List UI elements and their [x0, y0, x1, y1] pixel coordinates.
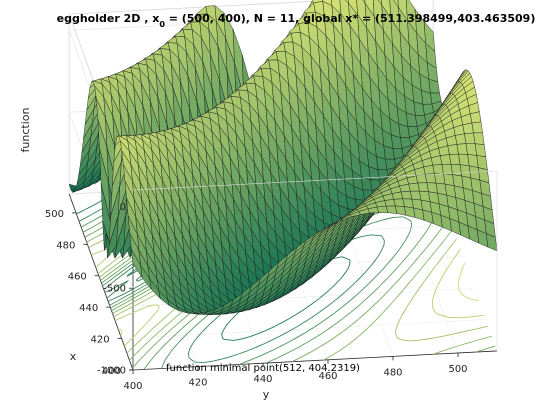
x-tick-label: 480 [56, 240, 75, 251]
y-tick-label: 500 [448, 364, 467, 375]
z-tick-label: -500 [103, 284, 126, 295]
y-tick-label: 420 [188, 378, 207, 389]
y-axis-label: y [263, 388, 270, 401]
surface-patch [470, 111, 482, 124]
surface-patch [462, 122, 474, 135]
surface-patch [455, 133, 467, 145]
x-tick-label: 440 [79, 303, 98, 314]
x-tick-label: 460 [68, 272, 87, 283]
surface-patch [430, 155, 443, 166]
z-tick-label: -1000 [97, 366, 126, 377]
x-tick-label: 500 [45, 209, 64, 220]
y-tick-label: 460 [318, 371, 337, 382]
box-edge [69, 0, 347, 15]
surface-patch [274, 42, 286, 52]
x-axis-line [68, 193, 134, 371]
x-gridline [121, 319, 486, 339]
y-axis-line [132, 350, 498, 371]
surface-patch [471, 121, 483, 134]
surface-patch [474, 143, 487, 158]
surface-patch [473, 132, 485, 145]
x-tick-label: 420 [91, 335, 110, 346]
x-axis-label: x [70, 350, 77, 363]
y-tick-label: 440 [253, 374, 272, 385]
box-edge [132, 170, 498, 191]
surface-patch [447, 144, 459, 155]
surface-layer [68, 0, 498, 351]
surface-patch [423, 164, 435, 175]
z-axis-label: function [19, 108, 32, 153]
x-tick-label: 400 [102, 366, 121, 377]
surface-patch [281, 32, 294, 43]
z-gridline [68, 112, 134, 289]
y-tick-label: 400 [123, 381, 142, 392]
chart-title: eggholder 2D , x0 = (500, 400), N = 11, … [57, 12, 536, 29]
label-layer: eggholder 2D , x0 = (500, 400), N = 11, … [19, 12, 535, 401]
surface-patch [486, 233, 498, 252]
minimal-point-annotation: function minimal point(512, 404.2319) [166, 363, 360, 374]
z-tick-label: 0 [120, 202, 126, 213]
y-tick-label: 480 [383, 367, 402, 378]
